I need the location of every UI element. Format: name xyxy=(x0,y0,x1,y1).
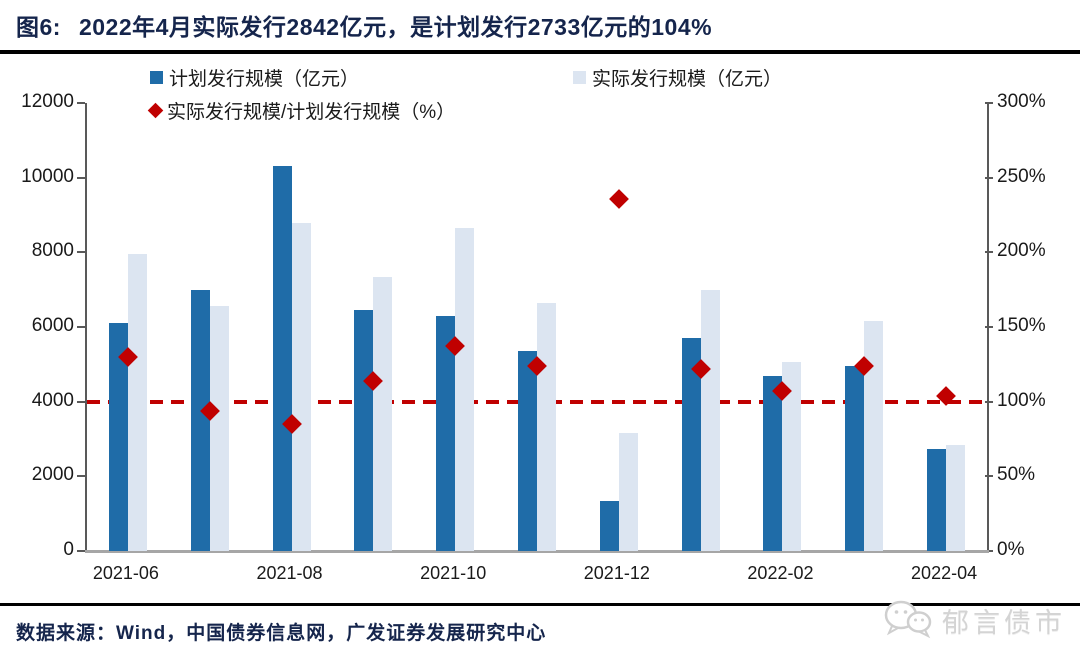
plot-area xyxy=(85,103,989,553)
x-axis-tick-label: 2022-02 xyxy=(747,563,814,583)
bar-actual-2021-06 xyxy=(127,254,147,551)
left-axis-tick-label: 6000 xyxy=(31,315,74,336)
right-axis-tick xyxy=(985,251,993,254)
right-axis-tick xyxy=(985,550,993,552)
legend-item-planned: 计划发行规模（亿元） xyxy=(150,64,359,91)
right-axis-tick-label: 150% xyxy=(997,315,1046,336)
bar-planned-2022-02 xyxy=(763,375,783,551)
legend-label-planned: 计划发行规模（亿元） xyxy=(169,69,360,90)
bar-actual-2021-07 xyxy=(209,306,229,551)
title-divider xyxy=(0,50,1080,54)
bar-planned-2021-09 xyxy=(354,310,374,551)
bar-actual-2021-12 xyxy=(618,432,638,551)
left-axis-tick-label: 8000 xyxy=(31,240,74,262)
left-axis-tick xyxy=(77,475,85,478)
data-source: 数据来源：Wind，中国债券信息网，广发证券发展研究中心 xyxy=(16,623,547,644)
right-axis-tick-label: 300% xyxy=(997,91,1046,112)
bar-planned-2021-08 xyxy=(272,166,292,551)
left-axis-tick-label: 4000 xyxy=(31,389,74,411)
left-axis-tick-label: 2000 xyxy=(31,464,74,486)
left-axis-tick-label: 0 xyxy=(63,539,74,560)
bar-actual-2022-03 xyxy=(864,321,884,551)
footer-divider xyxy=(0,603,1080,606)
bar-actual-2021-10 xyxy=(455,228,475,551)
watermark-text: 郁言债市 xyxy=(942,607,1066,638)
x-axis-tick-label: 2021-08 xyxy=(256,563,323,583)
chart-title: 图6: 2022年4月实际发行2842亿元，是计划发行2733亿元的104% xyxy=(16,8,1064,42)
right-axis-tick-label: 250% xyxy=(997,165,1046,187)
bar-planned-2021-07 xyxy=(190,289,210,551)
legend-item-ratio: 实际发行规模/计划发行规模（%） xyxy=(147,97,456,124)
left-axis-tick xyxy=(77,400,85,403)
title-text: 2022年4月实际发行2842亿元，是计划发行2733亿元的104% xyxy=(78,14,713,40)
watermark: 郁言债市 xyxy=(882,598,1066,642)
bar-planned-2022-01 xyxy=(681,338,701,551)
x-axis-line xyxy=(85,550,989,553)
wechat-icon xyxy=(882,598,934,642)
right-axis-tick xyxy=(985,102,993,104)
bar-actual-2021-11 xyxy=(537,302,556,551)
left-axis-tick xyxy=(77,251,85,254)
x-axis-tick-label: 2021-12 xyxy=(583,563,650,583)
bar-planned-2021-06 xyxy=(108,323,128,551)
legend-item-actual: 实际发行规模（亿元） xyxy=(573,64,782,91)
right-axis-tick-label: 100% xyxy=(997,389,1046,411)
bar-actual-2022-02 xyxy=(782,362,802,551)
bar-actual-2022-01 xyxy=(700,289,720,551)
right-axis-tick-label: 50% xyxy=(997,464,1036,486)
legend-label-ratio: 实际发行规模/计划发行规模（%） xyxy=(167,102,456,123)
bar-actual-2021-09 xyxy=(373,276,393,551)
right-axis-tick-label: 0% xyxy=(997,539,1025,560)
left-axis-tick xyxy=(77,326,85,328)
x-axis-tick-label: 2022-04 xyxy=(911,563,978,583)
figure-number: 图6: xyxy=(16,14,61,40)
left-axis-tick xyxy=(77,176,85,179)
right-axis-tick xyxy=(985,475,993,478)
x-axis-tick-label: 2021-06 xyxy=(92,563,159,583)
bar-planned-2022-03 xyxy=(845,366,865,551)
right-axis-tick-label: 200% xyxy=(997,240,1046,262)
bar-planned-2021-11 xyxy=(518,351,537,551)
left-axis-tick xyxy=(77,550,85,552)
bar-planned-2022-04 xyxy=(927,448,947,551)
actual-swatch-icon xyxy=(573,71,586,84)
right-axis-tick xyxy=(985,400,993,403)
planned-swatch-icon xyxy=(150,71,163,84)
bar-planned-2021-12 xyxy=(599,500,619,551)
legend-label-actual: 实际发行规模（亿元） xyxy=(592,69,783,90)
bar-actual-2022-04 xyxy=(946,444,966,551)
bar-actual-2021-08 xyxy=(291,223,311,551)
right-axis-tick xyxy=(985,176,993,179)
x-axis-tick-label: 2021-10 xyxy=(420,563,487,583)
bar-planned-2021-10 xyxy=(436,315,456,551)
left-axis-tick-label: 10000 xyxy=(21,165,74,187)
ratio-marker-2021-12 xyxy=(608,188,629,209)
right-axis-tick xyxy=(985,326,993,328)
left-axis-tick xyxy=(77,102,85,104)
left-axis-tick-label: 12000 xyxy=(21,91,74,112)
